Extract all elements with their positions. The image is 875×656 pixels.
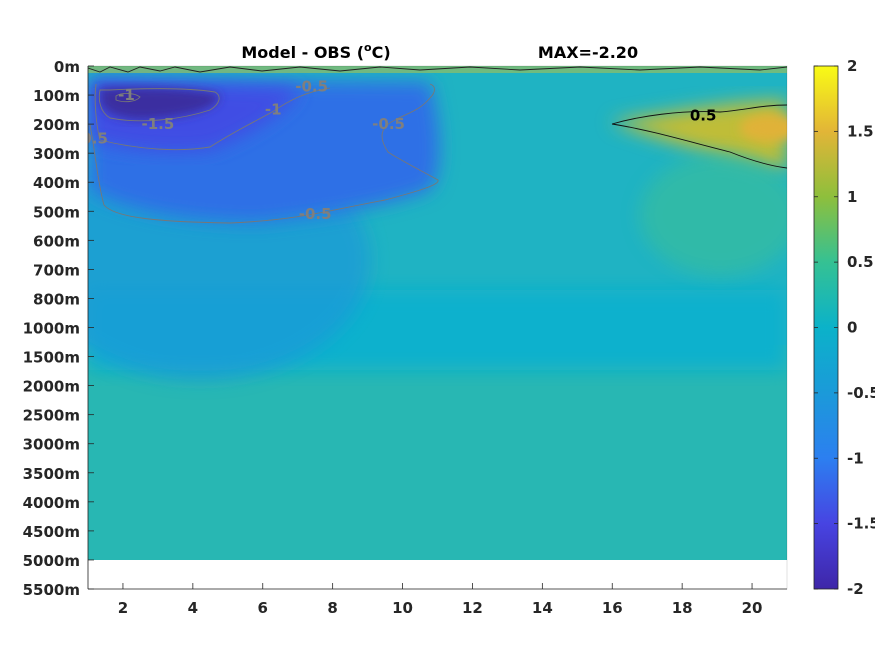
- east-green-patch: [640, 155, 787, 275]
- cold-anomaly-core: [100, 87, 220, 120]
- y-tick-label: 4500m: [23, 523, 80, 541]
- contour-labels: -1 -1.5 -0.5 -1 -0.5 -0.5 -0.5 0.5: [75, 77, 717, 223]
- colorbar-tick-label: 1: [847, 188, 857, 206]
- contour-label: -0.5: [372, 115, 405, 133]
- y-tick-label: 600m: [33, 232, 80, 250]
- y-tick-label: 1500m: [23, 349, 80, 367]
- x-tick-label: 6: [258, 599, 268, 617]
- contour-label: 0.5: [690, 106, 717, 124]
- y-tick-label: 800m: [33, 290, 80, 308]
- x-tick-label: 8: [327, 599, 337, 617]
- x-axis: 2 4 6 8 10 12 14 16 18 20: [88, 583, 787, 617]
- colorbar-tick-label: 0: [847, 319, 857, 337]
- contour-surface: [88, 66, 787, 73]
- max-annotation: MAX=-2.20: [538, 43, 638, 62]
- contour-minus-2: [115, 93, 141, 103]
- y-tick-label: 400m: [33, 174, 80, 192]
- x-tick-label: 18: [672, 599, 693, 617]
- contour-plus-0.5-lower: [611, 123, 787, 169]
- contour-minus-0.5-east: [394, 83, 435, 121]
- contour-minus-1.5: [98, 88, 220, 122]
- colorbar: 2 1.5 1 0.5 0 -0.5 -1 -1.5 -2: [813, 57, 875, 598]
- colorbar-tick-label: -1: [847, 449, 864, 467]
- contours: [88, 66, 787, 224]
- y-tick-label: 1000m: [23, 320, 80, 338]
- y-tick-label: 5500m: [23, 581, 80, 599]
- x-tick-label: 2: [118, 599, 128, 617]
- y-tick-label: 500m: [33, 203, 80, 221]
- colorbar-tick-label: -0.5: [847, 384, 875, 402]
- y-axis: 0m 100m 200m 300m 400m 500m 600m 700m 800m 1000m 1…: [23, 58, 94, 599]
- y-tick-label: 4000m: [23, 494, 80, 512]
- y-tick-label: 2000m: [23, 378, 80, 396]
- x-tick-label: 14: [532, 599, 553, 617]
- y-tick-label: 3000m: [23, 436, 80, 454]
- colorbar-tick-label: -1.5: [847, 515, 875, 533]
- surface-warm-band: [88, 66, 787, 73]
- chart-title-suffix: C): [372, 43, 391, 62]
- y-tick-label: 300m: [33, 145, 80, 163]
- x-tick-label: 4: [188, 599, 198, 617]
- warm-anomaly-core: [740, 114, 787, 142]
- y-tick-label: 3500m: [23, 465, 80, 483]
- chart-title: Model - OBS (oC): [241, 41, 390, 62]
- chart-title-prefix: Model - OBS (: [241, 43, 364, 62]
- contour-label: -1: [265, 101, 282, 119]
- contour-label: -0.5: [299, 205, 332, 223]
- contour-minus-1: [94, 83, 331, 151]
- heatmap: -1 -1.5 -0.5 -1 -0.5 -0.5 -0.5 0.5: [75, 66, 787, 560]
- contour-label: -0.5: [75, 130, 108, 148]
- y-tick-label: 100m: [33, 87, 80, 105]
- contour-label: -1: [118, 86, 135, 104]
- warm-anomaly: [610, 100, 787, 170]
- y-tick-label: 200m: [33, 116, 80, 134]
- colorbar-tick-label: 2: [847, 57, 857, 75]
- y-tick-label: 700m: [33, 261, 80, 279]
- x-tick-label: 12: [462, 599, 483, 617]
- contour-plus-0.5-upper: [611, 104, 787, 125]
- colorbar-ticks: 2 1.5 1 0.5 0 -0.5 -1 -1.5 -2: [814, 57, 875, 598]
- colorbar-tick-label: -2: [847, 580, 864, 598]
- deep-layer: [88, 345, 787, 560]
- contour-label: -0.5: [295, 77, 328, 95]
- y-tick-label: 2500m: [23, 407, 80, 425]
- y-tick-label: 0m: [54, 58, 80, 76]
- contour-minus-0.5-outer: [89, 119, 439, 224]
- x-tick-label: 20: [742, 599, 763, 617]
- y-tick-label: 5000m: [23, 552, 80, 570]
- colorbar-tick-label: 1.5: [847, 122, 874, 140]
- colorbar-tick-label: 0.5: [847, 253, 874, 271]
- contour-label: -1.5: [141, 115, 174, 133]
- chart-title-sup: o: [364, 41, 372, 54]
- x-tick-label: 16: [602, 599, 623, 617]
- x-tick-label: 10: [392, 599, 413, 617]
